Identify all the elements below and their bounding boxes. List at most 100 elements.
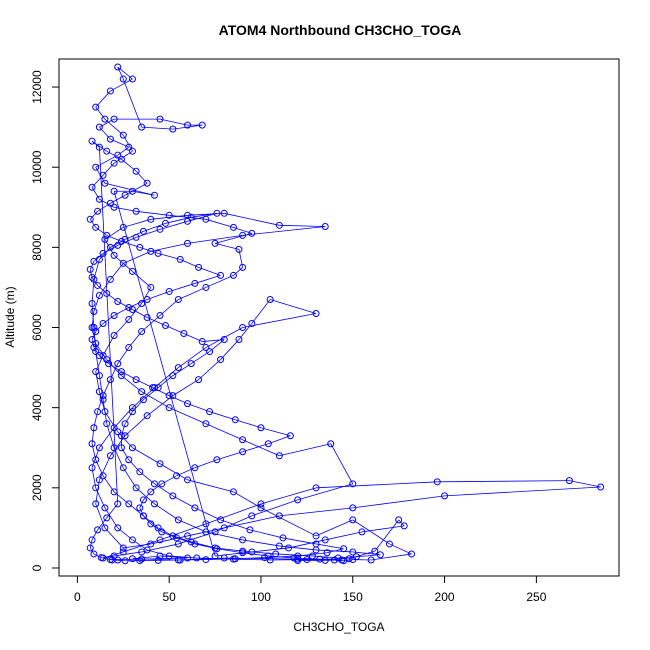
data-point [441, 492, 449, 500]
series-segment [205, 503, 262, 525]
data-point [165, 287, 173, 295]
data-point [272, 550, 280, 558]
series-segment [104, 118, 124, 136]
data-point [110, 203, 118, 211]
data-point [108, 556, 116, 564]
data-point [106, 135, 114, 143]
series-segment [187, 403, 210, 413]
series-segment [178, 519, 207, 533]
series-segment [102, 399, 108, 424]
data-point [239, 263, 247, 271]
x-tick-label: 50 [162, 590, 176, 604]
series-segment [117, 66, 124, 80]
data-point [213, 545, 221, 553]
series-segment [97, 202, 111, 212]
data-point [90, 550, 98, 558]
data-point [150, 500, 158, 508]
series-segment [202, 339, 225, 342]
data-point [86, 544, 94, 552]
data-point [132, 207, 140, 215]
series-segment [270, 299, 317, 314]
data-point [88, 273, 96, 281]
series-segment [122, 78, 142, 128]
series-segment [141, 315, 161, 332]
series-segment [124, 411, 133, 424]
series-segment [89, 269, 93, 278]
data-point [147, 283, 155, 291]
x-tick-label: 0 [74, 590, 81, 604]
data-point [138, 123, 146, 131]
data-point [143, 546, 151, 554]
data-point [125, 316, 133, 324]
data-point [88, 536, 96, 544]
series-segment [93, 253, 104, 262]
data-point [321, 223, 329, 231]
data-point [303, 556, 311, 564]
data-point [184, 532, 192, 540]
series-segment [128, 459, 141, 473]
series-segment [242, 439, 280, 457]
data-point [257, 500, 265, 508]
data-point [95, 352, 103, 360]
data-point [176, 255, 184, 263]
data-point [202, 556, 210, 564]
data-point [154, 524, 162, 532]
data-point [312, 540, 320, 548]
series-segment [141, 543, 179, 553]
data-point [174, 516, 182, 524]
series-segment [91, 279, 95, 304]
series-segment [178, 287, 207, 300]
data-point [128, 75, 136, 83]
series-segment [214, 242, 240, 250]
data-point [121, 432, 129, 440]
data-point [114, 524, 122, 532]
data-point [294, 496, 302, 504]
data-point [187, 360, 195, 368]
series-segment [89, 547, 95, 555]
series-segment [169, 555, 197, 559]
data-point [147, 247, 155, 255]
y-tick-label: 12000 [30, 70, 44, 104]
series-segment [108, 363, 122, 372]
data-point [95, 123, 103, 131]
data-point [128, 555, 136, 563]
series-segment [159, 118, 188, 126]
data-point [158, 480, 166, 488]
data-point [117, 444, 125, 452]
series-segment [242, 552, 269, 557]
data-point [156, 225, 164, 233]
data-point [97, 554, 105, 562]
data-point [92, 328, 100, 336]
data-point [169, 372, 177, 380]
data-point [114, 428, 122, 436]
data-point [128, 404, 136, 412]
data-point [147, 215, 155, 223]
series-segment [194, 507, 221, 521]
data-point [154, 249, 162, 257]
data-point [110, 251, 118, 259]
data-point [94, 526, 102, 534]
data-point [150, 480, 158, 488]
data-point [565, 477, 573, 485]
data-point [128, 408, 136, 416]
data-point [217, 356, 225, 364]
data-point [114, 360, 122, 368]
data-point [285, 544, 293, 552]
data-point [90, 424, 98, 432]
data-point [90, 344, 98, 352]
series-segment [124, 415, 148, 437]
series-segment [132, 447, 161, 465]
data-point [92, 348, 100, 356]
x-axis: 0 50 100 150 200 250 [74, 575, 547, 604]
series-segment [169, 407, 207, 425]
data-point [597, 483, 605, 491]
series-segment [235, 419, 262, 429]
series-segment [121, 423, 126, 436]
series-segment [104, 226, 124, 240]
data-point [119, 75, 127, 83]
series-segment [91, 529, 98, 541]
series-segment [371, 553, 412, 561]
data-point [213, 209, 221, 217]
data-point [312, 309, 320, 317]
series-segment [113, 319, 130, 336]
